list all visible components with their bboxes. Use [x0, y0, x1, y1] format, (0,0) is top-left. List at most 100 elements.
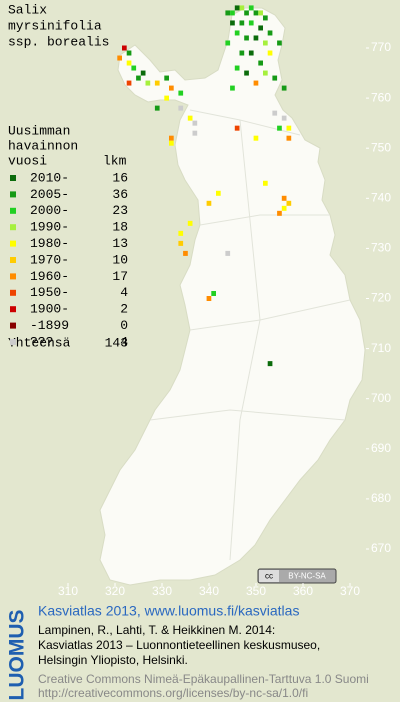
record-square	[117, 55, 122, 61]
record-square	[244, 10, 249, 16]
record-square	[178, 90, 184, 96]
record-square	[178, 240, 184, 246]
record-square	[169, 140, 174, 146]
record-square	[244, 35, 249, 41]
record-square	[253, 35, 259, 41]
x-tick-label: 310	[58, 584, 78, 598]
legend-label: 1980-	[30, 236, 69, 251]
record-square	[154, 105, 160, 111]
legend-swatch	[10, 175, 16, 181]
record-square	[230, 20, 235, 26]
record-square	[277, 40, 282, 46]
citation: Kasviatlas 2013 – Luonnontieteellinen ke…	[38, 638, 320, 652]
record-square	[244, 70, 249, 76]
legend-label: 1950-	[30, 285, 69, 300]
record-square	[140, 70, 146, 76]
citation: Lampinen, R., Lahti, T. & Heikkinen M. 2…	[38, 623, 275, 637]
record-square	[281, 205, 287, 211]
legend-label: 2000-	[30, 203, 69, 218]
record-square	[136, 75, 141, 81]
legend-count: 4	[120, 285, 128, 300]
record-square	[178, 105, 184, 111]
record-square	[253, 80, 259, 86]
badge-text: BY-NC-SA	[288, 572, 326, 581]
record-square	[272, 75, 278, 81]
record-square	[281, 195, 287, 201]
species-title: Salix	[8, 2, 47, 17]
legend-label: -1899	[30, 318, 69, 333]
record-square	[253, 135, 259, 141]
record-square	[248, 20, 254, 26]
y-tick-label: 740	[371, 190, 391, 204]
record-square	[263, 15, 268, 21]
record-square	[131, 65, 137, 71]
record-square	[281, 115, 287, 121]
record-square	[230, 10, 235, 16]
record-square	[277, 210, 282, 216]
record-square	[126, 80, 132, 86]
record-square	[281, 85, 287, 91]
badge-left	[259, 570, 279, 582]
record-square	[126, 50, 132, 56]
record-square	[263, 180, 268, 186]
legend-swatch	[10, 339, 16, 345]
record-square	[248, 50, 254, 56]
y-tick-label: 770	[371, 40, 391, 54]
record-square	[211, 290, 216, 296]
license-url: http://creativecommons.org/licenses/by-n…	[38, 686, 308, 700]
record-square	[239, 20, 245, 26]
record-square	[206, 200, 212, 206]
record-square	[154, 80, 160, 86]
y-tick-label: 700	[371, 391, 391, 405]
record-square	[225, 250, 231, 256]
legend-total-label: Yhteensä	[8, 335, 71, 350]
record-square	[164, 95, 169, 101]
y-tick-label: 670	[371, 541, 391, 555]
legend-count: 23	[112, 203, 128, 218]
record-square	[258, 25, 263, 31]
y-tick-label: 750	[371, 140, 391, 154]
y-tick-label: 730	[371, 241, 391, 255]
legend-label: 1900-	[30, 302, 69, 317]
y-tick-label: 710	[371, 341, 391, 355]
legend-swatch	[10, 207, 16, 214]
x-tick-label: 360	[293, 584, 313, 598]
legend-swatch	[10, 224, 16, 231]
legend-label: 1960-	[30, 269, 69, 284]
record-square	[145, 80, 151, 86]
y-tick-label: 680	[371, 491, 391, 505]
legend-label: 2005-	[30, 187, 69, 202]
species-title: ssp. borealis	[8, 34, 109, 49]
legend-count: 10	[112, 252, 128, 267]
record-square	[192, 130, 198, 136]
record-square	[263, 40, 268, 46]
badge-cc: cc	[265, 572, 273, 581]
record-square	[286, 135, 292, 141]
record-square	[286, 125, 292, 131]
record-square	[258, 10, 263, 16]
record-square	[258, 60, 263, 66]
legend-label: 2010-	[30, 170, 69, 185]
record-square	[239, 5, 245, 11]
record-square	[234, 30, 240, 36]
legend-count: 36	[112, 187, 128, 202]
finland-outline	[99, 7, 366, 586]
record-square	[253, 10, 259, 16]
legend-count: 18	[112, 220, 128, 235]
legend-title: Uusimman	[8, 123, 70, 138]
license-text: Creative Commons Nimeä-Epäkaupallinen-Ta…	[38, 672, 369, 686]
footer-heading: Kasviatlas 2013, www.luomus.fi/kasviatla…	[38, 603, 299, 619]
record-square	[263, 70, 268, 76]
record-square	[272, 110, 278, 116]
legend-title: havainnon	[8, 138, 78, 153]
x-tick-label: 370	[340, 584, 360, 598]
legend-label: 1970-	[30, 252, 69, 267]
legend-total: 143	[105, 335, 128, 350]
x-tick-label: 340	[199, 584, 219, 598]
record-square	[277, 125, 282, 131]
legend-count: 13	[112, 236, 128, 251]
citation: Helsingin Yliopisto, Helsinki.	[38, 653, 188, 667]
record-square	[126, 60, 132, 66]
